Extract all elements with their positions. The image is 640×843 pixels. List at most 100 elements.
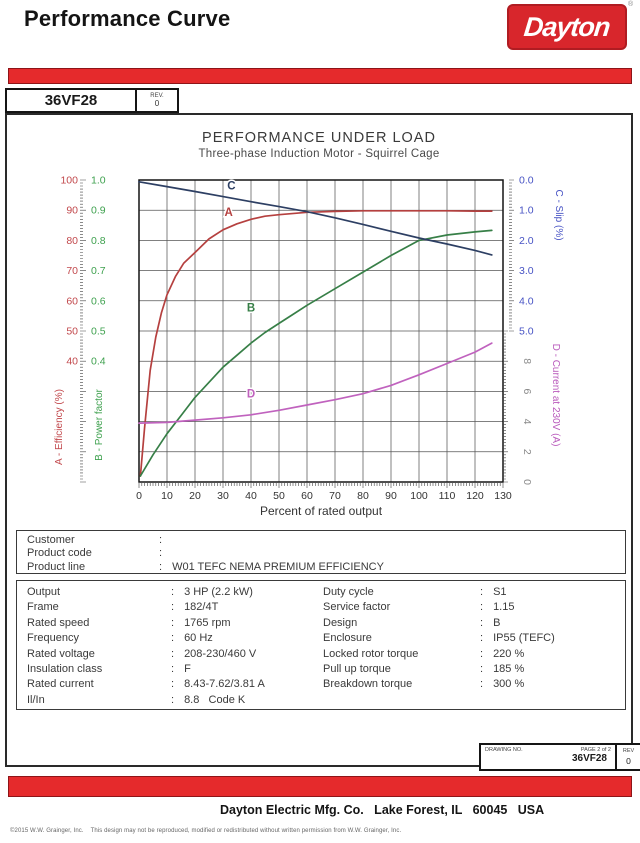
row-value: IP55 (TEFC) bbox=[493, 632, 555, 645]
current-tick-label: 2 bbox=[521, 449, 533, 455]
x-tick-label: 70 bbox=[329, 490, 341, 502]
power-factor-tick-label: 0.8 bbox=[91, 235, 106, 247]
slip-tick-label: 1.0 bbox=[519, 205, 534, 217]
table-row: Rated current:8.43-7.62/3.81 A bbox=[27, 677, 265, 692]
x-tick-label: 20 bbox=[189, 490, 201, 502]
red-divider-bottom bbox=[8, 776, 632, 797]
rev-value: 0 bbox=[154, 99, 160, 108]
drawing-main-cell: DRAWING NO. PAGE 2 of 2 36VF28 bbox=[481, 745, 615, 769]
row-colon: : bbox=[171, 647, 175, 660]
row-colon: : bbox=[159, 560, 163, 573]
x-tick-label: 0 bbox=[136, 490, 142, 502]
curve-label-B: B bbox=[247, 302, 255, 314]
row-colon: : bbox=[159, 547, 163, 560]
current-axis-ticks: 8 6 4 2 0 bbox=[521, 358, 533, 485]
row-label: Rated current bbox=[27, 678, 94, 691]
row-colon: : bbox=[480, 632, 484, 645]
row-value: 3 HP (2.2 kW) bbox=[184, 586, 253, 598]
red-divider-top bbox=[8, 68, 632, 84]
power-factor-axis-title: B - Power factor bbox=[94, 388, 105, 460]
chart-subtitle: Three-phase Induction Motor - Squirrel C… bbox=[198, 148, 440, 160]
row-value: S1 bbox=[493, 586, 507, 598]
x-tick-label: 130 bbox=[494, 490, 512, 502]
customer-info-box: Customer: Product code: Product line: W01 T… bbox=[16, 530, 626, 574]
table-row: Duty cycle: S1 bbox=[323, 585, 555, 600]
curve-label-D: D bbox=[247, 388, 255, 400]
row-label: Insulation class bbox=[27, 663, 103, 676]
main-content-box: PERFORMANCE UNDER LOAD Three-phase Induc… bbox=[5, 113, 640, 771]
page-label: PAGE 2 of 2 bbox=[580, 747, 611, 753]
drawing-no-label: DRAWING NO. bbox=[485, 747, 523, 753]
x-tick-label: 30 bbox=[217, 490, 229, 502]
row-colon: : bbox=[480, 616, 484, 629]
row-colon: : bbox=[480, 647, 484, 660]
efficiency-tick-label: 50 bbox=[66, 326, 78, 338]
row-colon: : bbox=[171, 601, 175, 614]
efficiency-axis-ticks: 100 90 80 70 60 50 40 bbox=[60, 175, 78, 368]
row-label: Product line bbox=[27, 560, 86, 573]
efficiency-tick-label: 60 bbox=[66, 295, 78, 307]
slip-tick-label: 5.0 bbox=[519, 326, 534, 338]
efficiency-tick-label: 100 bbox=[60, 175, 78, 187]
table-row: Rated speed:1765 rpm bbox=[27, 616, 265, 631]
slip-axis-ticks: 0.0 1.0 2.0 3.0 4.0 5.0 bbox=[519, 175, 534, 338]
x-axis-ticks: 0 10 20 30 40 50 60 70 80 90 100 110 120 130 Percent o… bbox=[136, 490, 512, 518]
power-factor-tick-label: 0.5 bbox=[91, 326, 106, 338]
drawing-rev-cell: REV 0 bbox=[615, 745, 640, 769]
row-colon: : bbox=[480, 678, 484, 691]
curve-label-C: C bbox=[227, 181, 235, 193]
power-factor-tick-label: 1.0 bbox=[91, 175, 106, 187]
table-row: Service factor:1.15 bbox=[323, 600, 555, 615]
axis-titles: A - Efficiency (%) B - Power factor C - Sl… bbox=[54, 189, 564, 465]
drawing-number-box: DRAWING NO. PAGE 2 of 2 36VF28 REV 0 bbox=[479, 743, 640, 771]
row-label: Breakdown torque bbox=[323, 678, 413, 691]
curve-A bbox=[139, 209, 493, 477]
curve-C bbox=[138, 180, 493, 256]
dayton-logo-text: Dayton bbox=[522, 11, 612, 42]
power-factor-tick-label: 0.9 bbox=[91, 205, 106, 217]
table-row: Product line: W01 TEFC NEMA PREMIUM EFFIC… bbox=[27, 561, 384, 574]
footer-copyright: ©2015 W.W. Grainger, Inc. This design ma… bbox=[10, 828, 402, 834]
row-value: W01 TEFC NEMA PREMIUM EFFICIENCY bbox=[172, 560, 384, 573]
specs-right-column: Duty cycle: S1 Service factor:1.15 Design: B… bbox=[323, 585, 555, 693]
x-tick-label: 80 bbox=[357, 490, 369, 502]
table-row: Product code: bbox=[27, 547, 384, 560]
row-value: 300 % bbox=[493, 678, 525, 691]
table-row: Design: B bbox=[323, 616, 555, 631]
current-tick-label: 6 bbox=[521, 388, 533, 394]
table-row: Insulation class: F bbox=[27, 662, 265, 677]
x-tick-label: 10 bbox=[161, 490, 173, 502]
footer-company: Dayton Electric Mfg. Co. Lake Forest, IL… bbox=[220, 803, 545, 817]
row-label: Frame bbox=[27, 601, 59, 614]
row-value: 8.8 Code K bbox=[184, 693, 246, 706]
table-row: Frequency:60 Hz bbox=[27, 631, 265, 646]
row-label: Design bbox=[323, 616, 358, 629]
curve-labels: A B C D bbox=[223, 179, 257, 402]
efficiency-tick-label: 80 bbox=[66, 235, 78, 247]
row-colon: : bbox=[159, 534, 163, 546]
drawing-number: 36VF28 bbox=[571, 753, 607, 764]
row-label: Product code bbox=[27, 547, 92, 560]
row-value: B bbox=[493, 616, 501, 629]
power-factor-tick-label: 0.6 bbox=[91, 295, 106, 307]
slip-tick-label: 2.0 bbox=[519, 235, 534, 247]
row-label: Frequency bbox=[27, 632, 79, 645]
efficiency-tick-label: 90 bbox=[66, 205, 78, 217]
dayton-logo: Dayton bbox=[507, 4, 627, 50]
x-tick-label: 120 bbox=[466, 490, 484, 502]
rev-cell: REV. 0 bbox=[135, 90, 177, 111]
efficiency-tick-label: 70 bbox=[66, 265, 78, 277]
registered-mark: ® bbox=[628, 1, 634, 8]
row-colon: : bbox=[171, 693, 175, 706]
drawing-rev-value: 0 bbox=[626, 755, 631, 766]
x-tick-label: 110 bbox=[439, 490, 456, 502]
grid bbox=[138, 179, 504, 483]
curve-label-A: A bbox=[224, 207, 232, 219]
row-label: Il/In bbox=[27, 693, 45, 706]
model-number: 36VF28 bbox=[44, 92, 98, 109]
x-tick-label: 60 bbox=[301, 490, 313, 502]
row-colon: : bbox=[171, 586, 175, 598]
table-row: Frame:182/4T bbox=[27, 600, 265, 615]
row-colon: : bbox=[480, 601, 484, 614]
